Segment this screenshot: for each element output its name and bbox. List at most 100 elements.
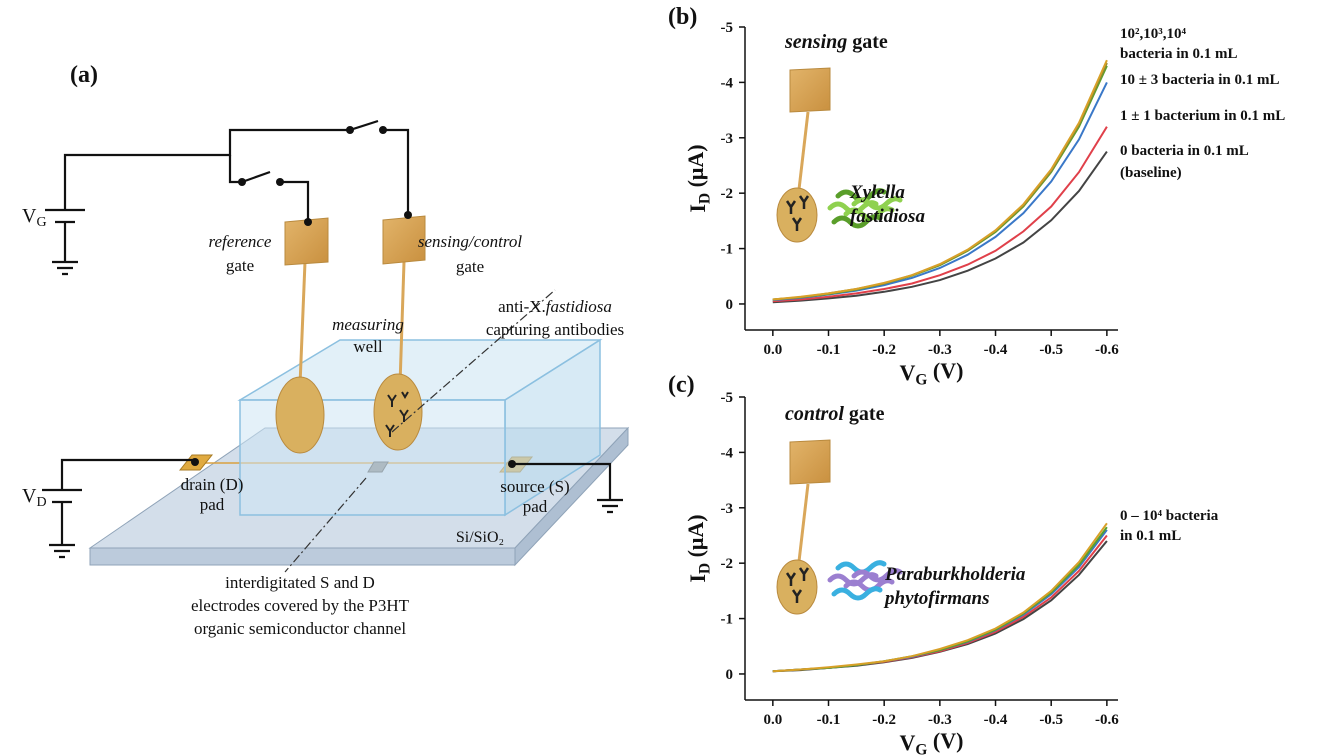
annotation: 0 – 10⁴ bacteria [1120, 508, 1219, 524]
gate-label: sensing gate [784, 31, 888, 53]
gate-label-part: control [785, 403, 844, 425]
x-tick-label: 0.0 [763, 712, 782, 728]
gate-label-part: gate [849, 403, 885, 425]
y-axis-label-part: D [697, 193, 714, 204]
x-tick-label: -0.6 [1095, 712, 1119, 728]
gate-pad [790, 440, 830, 484]
drain-label: pad [200, 495, 225, 514]
switch-node [276, 178, 284, 186]
x-tick-label: -0.2 [872, 712, 896, 728]
x-tick-label: -0.6 [1095, 342, 1119, 358]
organism-label: Paraburkholderia [884, 564, 1026, 585]
x-axis-label-part: (V) [933, 358, 964, 383]
gate-electrode [777, 188, 817, 242]
y-tick-label: 0 [726, 667, 734, 683]
y-axis-label-part: (μA) [683, 514, 708, 557]
vg-source [45, 210, 85, 274]
y-tick-label: -5 [721, 390, 734, 406]
gate-label-part: sensing [784, 31, 847, 53]
x-tick-label: -0.1 [817, 712, 841, 728]
y-tick-label: -1 [721, 612, 734, 628]
gate-label: control gate [785, 403, 885, 425]
drain-label: drain (D) [181, 475, 244, 494]
x-axis-label-part: G [915, 372, 927, 389]
x-tick-label: -0.3 [928, 342, 952, 358]
bacterium [834, 589, 880, 598]
x-axis-label-part: G [915, 742, 927, 755]
annotation: 10²,10³,10⁴ [1120, 26, 1186, 42]
y-axis-label-part: I [685, 574, 710, 583]
antibody-label: capturing antibodies [486, 320, 624, 339]
organism-label: Xylella [849, 182, 905, 203]
switch-node [346, 126, 354, 134]
gate-label-part: gate [852, 31, 888, 53]
well-label: measuring [332, 315, 404, 334]
source-label: pad [523, 497, 548, 516]
y-axis-label-part: (μA) [683, 144, 708, 187]
contact [304, 218, 312, 226]
switch-node [238, 178, 246, 186]
y-tick-label: -2 [721, 556, 734, 572]
annotation: 10 ± 3 bacteria in 0.1 mL [1120, 72, 1279, 88]
panel-label: (a) [70, 62, 98, 88]
gate-stem [798, 484, 808, 570]
x-axis-label: VG (V) [900, 728, 964, 755]
annotation: in 0.1 mL [1120, 528, 1181, 544]
channel-note: organic semiconductor channel [194, 619, 406, 638]
reference-gate-electrode [276, 377, 324, 453]
switch-node [379, 126, 387, 134]
data-line [773, 82, 1107, 300]
annotation: bacteria in 0.1 mL [1120, 46, 1238, 62]
figure: (a)VGVDreferencegatesensing/controlgatem… [0, 0, 1321, 755]
vg-label-part: V [22, 205, 37, 227]
x-tick-label: -0.4 [984, 712, 1008, 728]
y-tick-label: 0 [726, 297, 734, 313]
x-axis-label: VG (V) [900, 358, 964, 390]
contact [191, 458, 199, 466]
sensing-gate-label: sensing/control [418, 232, 522, 251]
y-tick-label: -4 [721, 75, 734, 91]
switch [350, 121, 408, 215]
gate-stem [798, 112, 808, 198]
y-tick-label: -5 [721, 20, 734, 36]
x-tick-label: 0.0 [763, 342, 782, 358]
y-tick-label: -2 [721, 186, 734, 202]
channel-note: interdigitated S and D [225, 573, 375, 592]
x-tick-label: -0.5 [1039, 342, 1063, 358]
x-tick-label: -0.3 [928, 712, 952, 728]
y-tick-label: -4 [721, 445, 734, 461]
antibody-label-part: fastidiosa [546, 297, 612, 316]
antibody-label: anti-X.fastidiosa [498, 297, 612, 316]
vg-label: VG [22, 205, 47, 230]
x-axis-label-part: V [900, 360, 916, 385]
y-tick-label: -1 [721, 242, 734, 258]
source-label: source (S) [500, 477, 569, 496]
x-tick-label: -0.4 [984, 342, 1008, 358]
vd-label: VD [22, 485, 47, 510]
y-axis-label-part: I [685, 204, 710, 213]
y-tick-label: -3 [721, 501, 734, 517]
contact [404, 211, 412, 219]
charts: (b)0-1-2-3-4-50.0-0.1-0.2-0.3-0.4-0.5-0.… [668, 4, 1285, 755]
x-tick-label: -0.2 [872, 342, 896, 358]
vg-label-part: G [36, 215, 46, 230]
y-axis-label: ID (μA) [683, 144, 715, 212]
annotation: (baseline) [1120, 165, 1182, 181]
vd-label-part: V [22, 485, 37, 507]
annotation: 0 bacteria in 0.1 mL [1120, 143, 1249, 159]
reference-gate-label: gate [226, 256, 254, 275]
chart: (c) 0 -1 -2 -3 -4 -5 0.0 -0.1 -0.2 -0.3 -0.4 -0.5 -0.… [668, 372, 1219, 755]
well-label: well [353, 337, 383, 356]
reference-gate-label: reference [209, 232, 272, 251]
gate-pad [790, 68, 830, 112]
organism-label: phytofirmans [883, 588, 990, 609]
panel-label: (c) [668, 372, 695, 398]
x-tick-label: -0.1 [817, 342, 841, 358]
switch [230, 155, 308, 222]
x-tick-label: -0.5 [1039, 712, 1063, 728]
contact [508, 460, 516, 468]
chart: (b)0-1-2-3-4-50.0-0.1-0.2-0.3-0.4-0.5-0.… [668, 4, 1285, 390]
channel-note: electrodes covered by the P3HT [191, 596, 410, 615]
substrate-label: Si/SiO₂ [456, 529, 504, 546]
vd-label-part: D [36, 495, 46, 510]
